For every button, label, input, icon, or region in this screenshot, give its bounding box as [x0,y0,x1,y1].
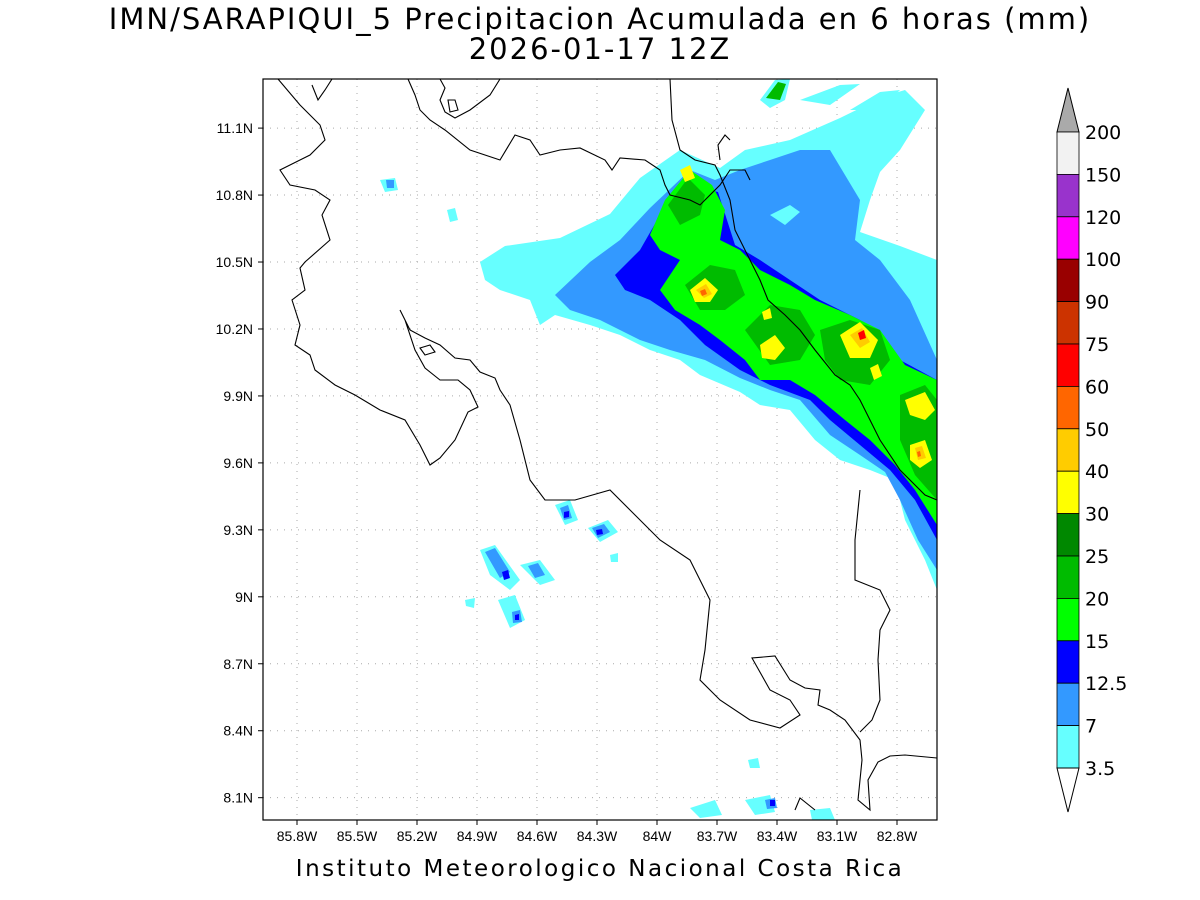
colorbar-label: 12.5 [1085,673,1127,695]
colorbar-swatch [1056,682,1080,727]
map-date-subtitle: 2026-01-17 12Z [468,32,732,66]
tick-label-lat: 10.8N [216,187,253,203]
colorbar-swatch [1056,513,1080,557]
footer-credit: Instituto Meteorologico Nacional Costa R… [295,856,905,882]
colorbar-label: 3.5 [1085,758,1115,780]
tick-label-lat: 9.3N [223,522,253,538]
colorbar-label: 15 [1085,631,1109,653]
colorbar-swatch [1056,470,1080,515]
map-axes: 85.8W 85.5W 85.2W 84.9W 84.6W 84.3W 84W 83.7W 83… [216,120,918,844]
colorbar-label: 30 [1085,504,1109,526]
colorbar-label: 200 [1085,122,1121,144]
map-frame [262,78,938,821]
colorbar-label: 50 [1085,419,1109,441]
tick-label-lon: 84.6W [517,828,558,844]
precip-band-20mm [668,178,937,500]
colorbar-label: 90 [1085,292,1109,314]
colorbar-label: 100 [1085,249,1121,271]
colorbar-swatch [1056,640,1080,684]
tick-label-lon: 82.8W [877,828,918,844]
colorbar-swatch [1056,385,1080,430]
colorbar-label: 25 [1085,546,1109,568]
tick-label-lat: 8.1N [223,790,253,806]
tick-label-lat: 8.7N [223,656,253,672]
colorbar-swatch [1056,173,1080,218]
colorbar-swatch [1056,131,1080,175]
colorbar: 200 150 120 100 90 75 60 50 40 30 25 20 15 12.5 7 3.5 [1056,87,1127,813]
tick-label-lon: 83.1W [817,828,858,844]
tick-label-lon: 85.2W [397,828,438,844]
tick-label-lat: 8.4N [223,723,253,739]
tick-label-lat: 10.2N [216,321,253,337]
colorbar-swatch [1056,725,1080,769]
tick-label-lon: 84.9W [457,828,498,844]
precipitation-field [277,79,937,820]
tick-label-lat: 9.9N [223,388,253,404]
colorbar-swatch [1056,216,1080,260]
tick-label-lon: 84W [643,828,673,844]
precip-band-60mm [858,330,866,340]
tick-label-lon: 83.4W [757,828,798,844]
tick-label-lon: 83.7W [697,828,738,844]
tick-label-lat: 11.1N [217,120,253,136]
colorbar-swatch [1056,343,1080,387]
colorbar-label: 40 [1085,461,1109,483]
colorbar-swatch [1056,555,1080,599]
tick-label-lon: 85.5W [337,828,378,844]
tick-label-lat: 9.6N [223,455,253,471]
colorbar-label: 60 [1085,376,1109,398]
colorbar-swatch [1056,428,1080,472]
coastline-border-lines [277,79,937,812]
colorbar-bottom-arrow [1056,767,1080,813]
colorbar-label: 120 [1085,207,1121,229]
tick-label-lon: 84.3W [577,828,618,844]
colorbar-swatch [1056,301,1080,345]
colorbar-label: 150 [1085,164,1121,186]
tick-label-lat: 9N [235,589,253,605]
colorbar-swatch [1056,598,1080,642]
precip-cell-north-core [766,82,786,100]
map-title: IMN/SARAPIQUI_5 Precipitacion Acumulada … [108,2,1092,36]
tick-label-lat: 10.5N [216,254,253,270]
colorbar-top-arrow [1056,87,1080,133]
colorbar-label: 75 [1085,334,1109,356]
tick-label-lon: 85.8W [277,828,318,844]
colorbar-swatch [1056,258,1080,303]
colorbar-label: 20 [1085,588,1109,610]
colorbar-label: 7 [1085,716,1097,738]
